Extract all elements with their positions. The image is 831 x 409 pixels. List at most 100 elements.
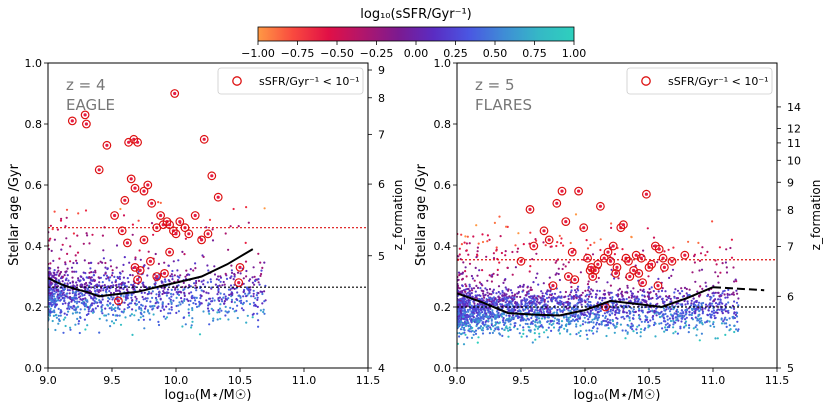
- right-quenched-marker: [634, 269, 644, 278]
- left-galaxy-point: [258, 283, 261, 286]
- right-galaxy-point: [465, 313, 469, 316]
- right-galaxy-point: [529, 231, 532, 234]
- left-galaxy-point: [63, 274, 66, 277]
- left-galaxy-point: [179, 274, 182, 277]
- left-galaxy-point: [102, 249, 105, 252]
- right-quenched-marker: [619, 220, 628, 230]
- right-galaxy-point: [596, 317, 599, 320]
- left-galaxy-point: [91, 308, 94, 311]
- left-galaxy-point: [161, 292, 164, 296]
- right-galaxy-point: [533, 332, 536, 335]
- right-galaxy-point: [726, 296, 729, 299]
- right-galaxy-point: [712, 321, 715, 324]
- right-quenched-point: [650, 262, 654, 266]
- right-galaxy-point: [595, 280, 598, 283]
- right-galaxy-point: [569, 314, 572, 317]
- right-galaxy-point: [562, 263, 565, 266]
- left-galaxy-point: [157, 201, 160, 204]
- right-galaxy-point: [530, 304, 533, 307]
- right-galaxy-point: [481, 240, 485, 244]
- right-galaxy-point: [522, 329, 525, 332]
- right-galaxy-point: [463, 241, 466, 244]
- right-galaxy-point: [586, 283, 590, 286]
- right-galaxy-point: [536, 321, 539, 324]
- right-quenched-marker: [603, 247, 613, 257]
- left-galaxy-point: [102, 274, 106, 277]
- left-galaxy-point: [140, 309, 143, 312]
- right-galaxy-point: [538, 332, 541, 335]
- left-galaxy-point: [91, 302, 94, 305]
- right-galaxy-point: [540, 310, 543, 313]
- left-galaxy-point: [97, 291, 100, 294]
- right-galaxy-point: [471, 313, 475, 316]
- right-galaxy-point: [624, 329, 627, 332]
- left-galaxy-point: [142, 283, 145, 286]
- left-galaxy-point: [95, 297, 98, 300]
- left-galaxy-point: [191, 320, 194, 323]
- right-galaxy-point: [700, 304, 703, 307]
- left-galaxy-point: [217, 297, 220, 300]
- right-galaxy-point: [548, 322, 551, 325]
- right-galaxy-point: [545, 307, 548, 310]
- right-quenched-point: [637, 271, 641, 275]
- right-galaxy-point: [545, 329, 548, 332]
- right-galaxy-point: [507, 320, 510, 323]
- left-galaxy-point: [76, 234, 79, 237]
- right-galaxy-point: [488, 274, 491, 277]
- left-y2-tick-label: 4: [378, 362, 385, 375]
- right-galaxy-point: [652, 290, 655, 293]
- right-galaxy-point: [467, 310, 470, 313]
- left-scatter-cloud: [48, 201, 267, 336]
- left-galaxy-point: [50, 304, 53, 307]
- right-galaxy-point: [542, 241, 545, 244]
- left-galaxy-point: [118, 277, 122, 281]
- right-galaxy-point: [467, 253, 470, 256]
- right-quenched-point: [547, 238, 551, 242]
- right-galaxy-point: [552, 322, 555, 325]
- left-quenched-point: [116, 299, 120, 303]
- right-quenched-marker: [625, 272, 635, 281]
- right-galaxy-point: [696, 317, 699, 320]
- left-quenched-marker: [207, 171, 217, 181]
- right-galaxy-point: [565, 307, 569, 310]
- right-galaxy-point: [567, 295, 570, 298]
- left-galaxy-point: [53, 273, 56, 276]
- right-galaxy-point: [676, 332, 680, 335]
- right-galaxy-point: [494, 324, 497, 327]
- left-galaxy-point: [159, 309, 162, 312]
- left-galaxy-point: [71, 312, 74, 315]
- right-quenched-point: [586, 256, 590, 260]
- right-galaxy-point: [522, 318, 525, 321]
- right-galaxy-point: [486, 291, 489, 294]
- left-galaxy-point: [55, 300, 58, 303]
- right-galaxy-point: [535, 296, 538, 300]
- left-legend-label: sSFR/Gyr⁻¹ < 10⁻¹: [259, 75, 360, 88]
- left-galaxy-point: [237, 294, 240, 297]
- right-galaxy-point: [534, 304, 537, 307]
- left-quenched-point: [155, 274, 159, 279]
- right-galaxy-point: [465, 324, 468, 327]
- left-galaxy-point: [57, 269, 60, 272]
- right-galaxy-point: [595, 323, 598, 326]
- left-galaxy-point: [55, 289, 58, 292]
- left-galaxy-point: [116, 275, 119, 279]
- left-galaxy-point: [162, 290, 165, 293]
- left-galaxy-point: [248, 290, 251, 293]
- right-galaxy-point: [647, 326, 650, 329]
- left-galaxy-point: [114, 306, 117, 309]
- left-galaxy-point: [59, 311, 62, 314]
- left-galaxy-point: [55, 273, 58, 276]
- left-galaxy-point: [138, 306, 141, 309]
- left-galaxy-point: [144, 307, 147, 310]
- right-galaxy-point: [555, 259, 558, 262]
- right-galaxy-point: [486, 319, 490, 322]
- right-galaxy-point: [586, 337, 589, 340]
- right-galaxy-point: [712, 312, 715, 315]
- right-galaxy-point: [546, 336, 550, 339]
- right-galaxy-point: [552, 320, 556, 323]
- right-galaxy-point: [595, 321, 599, 324]
- right-galaxy-point: [679, 292, 682, 295]
- left-galaxy-point: [64, 263, 67, 266]
- left-y-ticks: 0.00.20.40.60.81.0: [25, 57, 48, 375]
- right-galaxy-point: [495, 310, 499, 313]
